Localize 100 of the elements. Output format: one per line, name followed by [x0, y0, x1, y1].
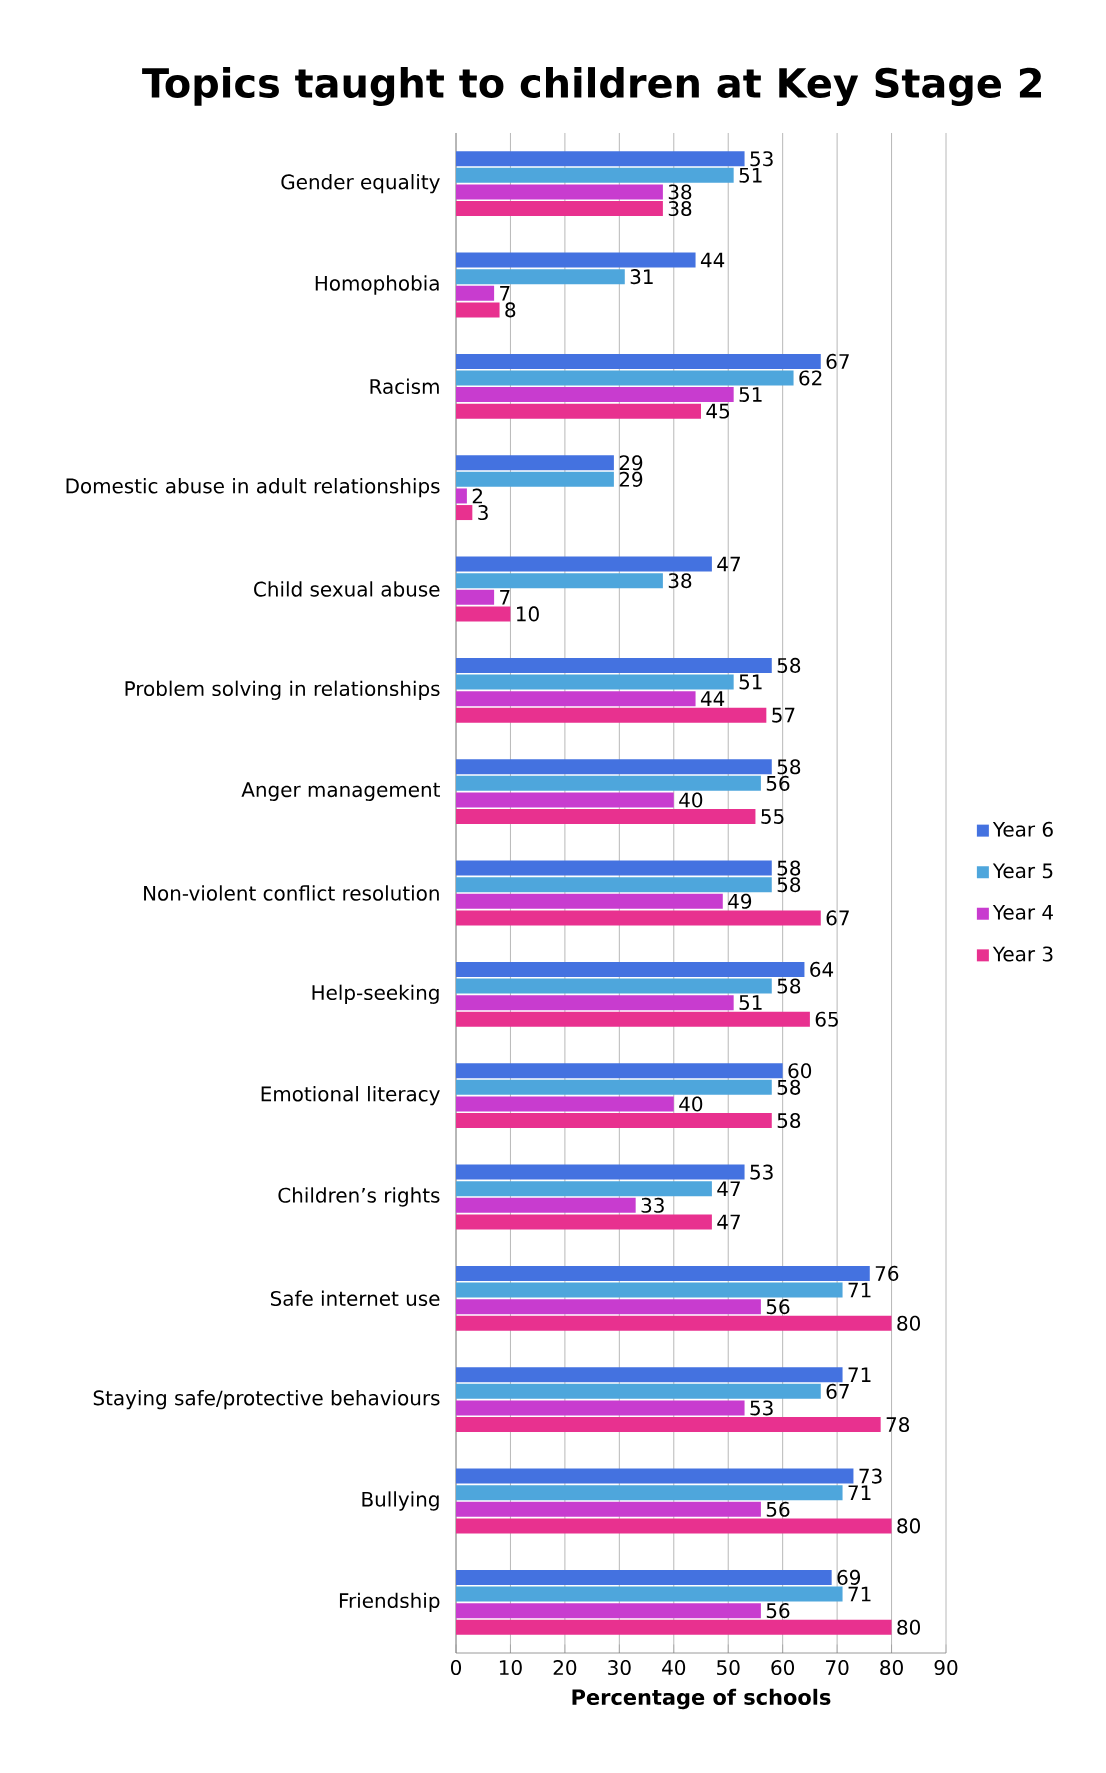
data-label: 7: [500, 590, 510, 605]
bar: [456, 910, 821, 926]
data-label: 55: [761, 809, 784, 824]
data-label: 73: [859, 1468, 882, 1484]
data-label: 38: [668, 573, 692, 589]
data-label: 53: [750, 1164, 773, 1180]
bar: [456, 471, 614, 487]
data-label: 57: [772, 707, 795, 723]
bar: [456, 1164, 745, 1180]
bar: [456, 860, 772, 876]
x-tick-label: 0: [450, 1660, 462, 1676]
bar: [456, 1586, 843, 1602]
data-label: 2: [472, 488, 482, 504]
bar: [456, 455, 614, 471]
bar: [456, 556, 712, 572]
data-label: 69: [837, 1569, 861, 1585]
data-label: 71: [848, 1485, 871, 1500]
bar: [456, 1603, 761, 1619]
bar: [456, 1299, 761, 1315]
bar: [456, 1079, 772, 1095]
data-label: 38: [668, 184, 692, 200]
bar: [456, 1468, 854, 1484]
y-tick-label: Help-seeking: [312, 984, 439, 1004]
data-label: 51: [739, 387, 762, 403]
x-tick-label: 50: [717, 1660, 740, 1676]
bar: [456, 657, 772, 673]
bar: [456, 606, 511, 622]
bar: [456, 1315, 892, 1331]
x-tick-label: 40: [662, 1660, 686, 1676]
data-label: 45: [706, 403, 730, 419]
data-label: 80: [897, 1619, 920, 1635]
bar: [456, 707, 767, 723]
bar: [456, 1619, 892, 1635]
data-label: 33: [641, 1197, 664, 1213]
bar: [456, 403, 701, 419]
bar: [456, 302, 500, 318]
data-label: 10: [517, 606, 539, 622]
data-label: 65: [815, 1011, 838, 1027]
data-label: 56: [766, 775, 790, 791]
data-label: 51: [739, 674, 762, 690]
data-label: 76: [875, 1265, 899, 1281]
y-tick-label: Staying safe/protective behaviours: [93, 1390, 440, 1410]
data-label: 58: [777, 759, 801, 775]
bar: [456, 505, 473, 521]
bar: [456, 370, 794, 386]
bar: [456, 995, 734, 1011]
bar: [456, 978, 772, 994]
bar: [456, 1197, 636, 1213]
data-label: 67: [826, 910, 849, 926]
data-label: 58: [777, 877, 801, 893]
y-tick-label: Emotional literacy: [261, 1086, 440, 1106]
data-label: 78: [886, 1417, 910, 1433]
data-label: 58: [777, 860, 801, 876]
data-label: 58: [777, 1079, 801, 1095]
data-label: 51: [739, 167, 762, 183]
bar: [456, 285, 495, 301]
bar: [456, 893, 723, 909]
bar: [456, 1569, 832, 1585]
bar: [456, 252, 696, 268]
data-label: 58: [777, 657, 801, 673]
data-label: 62: [799, 370, 822, 386]
bar: [456, 589, 495, 605]
bar: [456, 1282, 843, 1298]
bar: [456, 1400, 745, 1416]
y-tick-label: Safe internet use: [270, 1290, 440, 1307]
data-label: 47: [717, 556, 740, 572]
x-tick-label: 70: [826, 1660, 849, 1676]
data-label: 51: [739, 995, 762, 1011]
bar: [456, 1214, 712, 1230]
bar: [456, 1011, 810, 1027]
data-label: 29: [619, 471, 643, 487]
data-label: 31: [630, 269, 653, 285]
bar: [456, 759, 772, 775]
bar: [456, 1367, 843, 1383]
y-tick-label: Anger management: [241, 782, 440, 801]
bar: [456, 1096, 674, 1112]
y-tick-label: Racism: [370, 378, 439, 395]
bar: [456, 877, 772, 893]
data-label: 40: [679, 792, 703, 808]
bar: [456, 809, 756, 825]
y-tick-label: Domestic abuse in adult relationships: [66, 477, 440, 498]
data-label: 60: [788, 1063, 812, 1079]
data-label: 56: [766, 1603, 790, 1619]
data-label: 8: [505, 302, 516, 318]
y-tick-label: Gender equality: [281, 173, 440, 194]
bar: [456, 1113, 772, 1129]
x-axis-title: Percentage of schools: [572, 1688, 831, 1710]
bar: [456, 151, 745, 167]
data-label: 80: [897, 1518, 920, 1534]
data-label: 71: [848, 1586, 871, 1602]
bar: [456, 167, 734, 183]
data-label: 29: [619, 455, 643, 471]
data-label: 80: [897, 1315, 920, 1331]
data-label: 40: [679, 1096, 703, 1112]
data-label: 3: [478, 504, 488, 521]
data-label: 47: [717, 1214, 740, 1230]
data-label: 7: [500, 286, 510, 301]
data-label: 58: [777, 978, 801, 994]
data-label: 71: [848, 1282, 871, 1298]
bar: [456, 1501, 761, 1517]
